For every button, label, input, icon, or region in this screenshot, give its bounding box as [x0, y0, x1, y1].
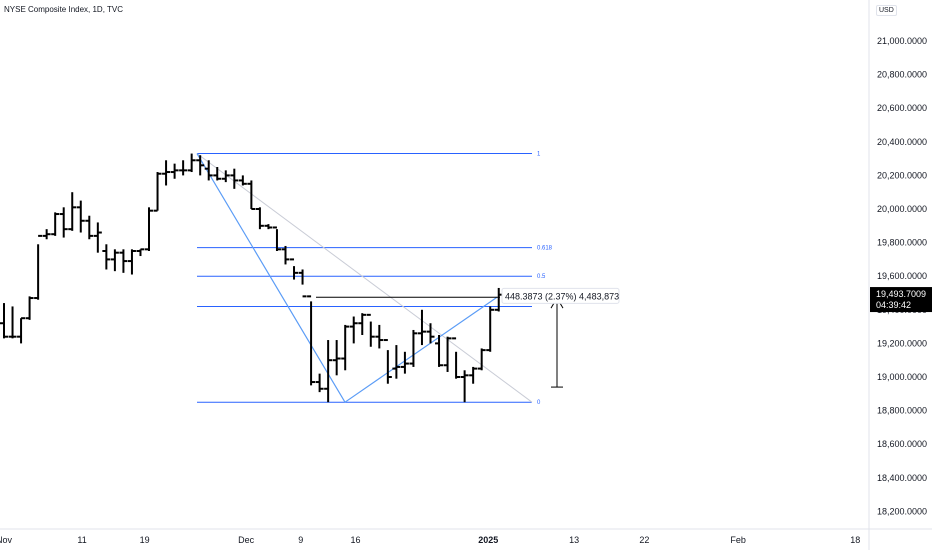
currency-label[interactable]: USD: [876, 5, 897, 16]
fib-level-label: 1: [537, 152, 541, 158]
current-price-label: 19,493.7009: [876, 289, 926, 299]
countdown-label: 04:39:42: [876, 300, 911, 310]
x-tick-label: 19: [140, 535, 150, 545]
x-tick-label: Nov: [0, 535, 12, 545]
x-tick-label: 11: [77, 535, 86, 545]
y-tick-label: 19,800.0000: [877, 238, 927, 248]
y-tick-label: 20,400.0000: [877, 137, 927, 147]
x-tick-label: 13: [569, 535, 579, 545]
pattern-lines: [196, 153, 498, 404]
measure-label-box: [501, 287, 620, 304]
y-tick-label: 19,000.0000: [877, 372, 927, 382]
y-tick-label: 18,800.0000: [877, 406, 927, 416]
x-tick-label: Dec: [238, 535, 255, 545]
current-price-badge: [870, 287, 932, 313]
y-tick-label: 21,000.0000: [877, 36, 927, 46]
y-tick-label: 20,200.0000: [877, 170, 927, 180]
y-tick-label: 19,200.0000: [877, 338, 927, 348]
chart-title: NYSE Composite Index, 1D, TVC: [4, 5, 124, 14]
y-tick-label: 20,600.0000: [877, 103, 927, 113]
x-tick-label: 18: [850, 535, 860, 545]
y-tick-label: 20,000.0000: [877, 204, 927, 214]
y-tick-label: 18,400.0000: [877, 473, 927, 483]
measure-label: 448.3873 (2.37%) 4,483,873: [505, 291, 619, 301]
x-tick-label: 9: [298, 535, 303, 545]
x-tick-label: Feb: [730, 535, 746, 545]
y-tick-label: 19,600.0000: [877, 271, 927, 281]
x-tick-label: 22: [639, 535, 649, 545]
y-tick-label: 20,800.0000: [877, 70, 927, 80]
trend-diagonal-line: [196, 153, 533, 403]
x-tick-label: 16: [350, 535, 360, 545]
ohlc-series: [0, 153, 503, 403]
x-tick-label: 2025: [478, 535, 498, 545]
fib-level-label: 0.618: [537, 246, 553, 252]
y-tick-label: 18,200.0000: [877, 506, 927, 516]
fib-level-label: 0.5: [537, 274, 546, 280]
fib-level-label: 0: [537, 400, 541, 406]
y-tick-label: 18,600.0000: [877, 439, 927, 449]
